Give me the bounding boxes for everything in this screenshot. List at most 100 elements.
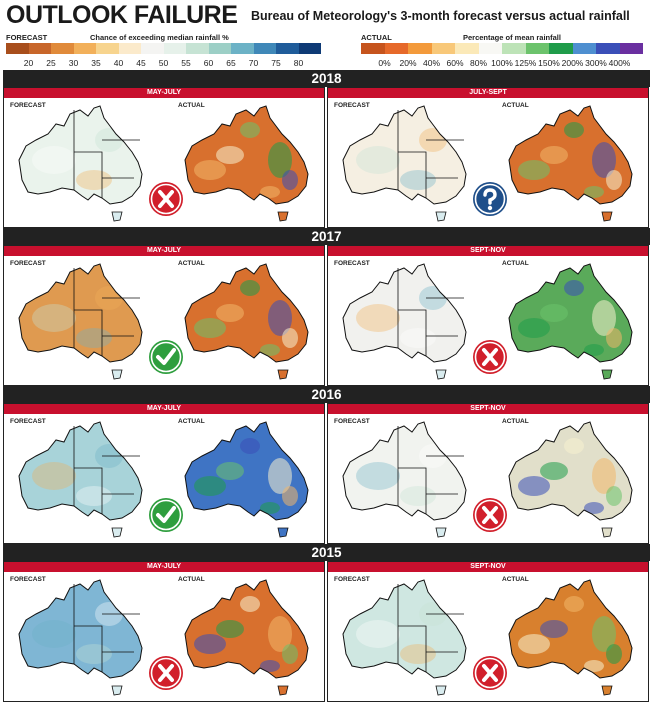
forecast-comparison-panel: JULY-SEPT FORECAST ACTUAL: [327, 87, 649, 228]
rainfall-shade: [400, 486, 436, 506]
rainfall-shade: [540, 462, 568, 480]
rainfall-shade: [268, 142, 292, 178]
tasmania: [435, 527, 447, 538]
legend-tick-label: 80: [293, 58, 304, 68]
rainfall-shade: [606, 170, 622, 190]
state-borders: [397, 110, 464, 198]
legend-tick-label: 80%: [469, 58, 488, 68]
rainfall-shade: [194, 476, 226, 496]
rainfall-shade: [32, 146, 76, 174]
actual-map-label: ACTUAL: [502, 260, 529, 267]
coastline: [342, 579, 467, 679]
rainfall-shade: [356, 620, 400, 648]
rainfall-shade: [606, 644, 622, 664]
rainfall-shade: [240, 122, 260, 138]
actual-legend-tag: ACTUAL: [361, 33, 392, 42]
rainfall-shade: [518, 160, 550, 180]
actual-map-label: ACTUAL: [502, 102, 529, 109]
legend-swatch: [478, 43, 502, 54]
legend-tick-label: 30: [68, 58, 79, 68]
rainfall-shade: [540, 304, 568, 322]
rainfall-shade: [32, 304, 76, 332]
coastline: [184, 579, 309, 679]
forecast-map: [342, 263, 467, 380]
tasmania: [435, 211, 447, 222]
legend-swatch: [253, 43, 276, 54]
actual-map: [508, 579, 633, 696]
legend-swatch: [431, 43, 455, 54]
legend-tick-label: 25: [46, 58, 56, 68]
rainfall-shade: [518, 318, 550, 338]
period-title: MAY-JULY: [4, 404, 324, 414]
tasmania: [277, 369, 289, 380]
coastline: [508, 421, 633, 521]
actual-map: [508, 105, 633, 222]
legend-swatch: [96, 43, 119, 54]
forecast-comparison-panel: MAY-JULY FORECAST ACTUAL: [3, 403, 325, 544]
rainfall-shade: [564, 280, 584, 296]
actual-map: [508, 421, 633, 538]
legend-tick-label: 60: [203, 58, 214, 68]
coastline: [184, 105, 309, 205]
cross-icon: [149, 182, 183, 216]
forecast-legend: FORECAST Chance of exceeding median rain…: [6, 33, 326, 68]
rainfall-shade: [76, 644, 112, 664]
legend-tick-label: 65: [226, 58, 236, 68]
rainfall-shade: [540, 620, 568, 638]
rainfall-shade: [282, 328, 298, 348]
rainfall-shade: [194, 160, 226, 180]
rainfall-shade: [32, 462, 76, 490]
state-borders: [397, 268, 464, 356]
legend-swatch: [186, 43, 209, 54]
coastline: [18, 105, 143, 205]
tasmania: [111, 685, 123, 696]
check-icon: [149, 498, 183, 532]
rainfall-shade: [282, 486, 298, 506]
forecast-legend-swatches: [6, 43, 321, 54]
legend-swatch: [73, 43, 96, 54]
legend-tick-label: 150%: [538, 58, 560, 68]
legend-swatch: [361, 43, 385, 54]
forecast-comparison-panel: SEPT-NOV FORECAST ACTUAL: [327, 403, 649, 544]
actual-map-label: ACTUAL: [178, 260, 205, 267]
actual-map: [184, 263, 309, 380]
actual-map-label: ACTUAL: [178, 576, 205, 583]
legend-tick-label: 20: [23, 58, 34, 68]
actual-map: [184, 579, 309, 696]
legend-swatch: [51, 43, 74, 54]
rainfall-shade: [584, 660, 604, 672]
legend-tick-label: 20%: [399, 58, 417, 68]
legend-swatch: [163, 43, 186, 54]
actual-map-label: ACTUAL: [178, 102, 205, 109]
tasmania: [111, 369, 123, 380]
forecast-map-label: FORECAST: [334, 576, 370, 583]
legend-tick-label: 125%: [514, 58, 537, 68]
tasmania: [435, 369, 447, 380]
period-title: JULY-SEPT: [328, 88, 648, 98]
forecast-map: [18, 421, 143, 538]
legend-swatch: [384, 43, 408, 54]
rainfall-shade: [282, 644, 298, 664]
legend-swatch: [141, 43, 164, 54]
forecast-legend-tag: FORECAST: [6, 33, 48, 42]
legend-tick-label: 60%: [446, 58, 464, 68]
legend-swatch: [231, 43, 254, 54]
forecast-comparison-panel: MAY-JULY FORECAST ACTUAL: [3, 87, 325, 228]
year-bar: 2016: [3, 386, 650, 403]
legend-tick-label: 40%: [422, 58, 441, 68]
question-icon: [473, 182, 507, 216]
cross-icon: [473, 498, 507, 532]
cross-icon: [473, 656, 507, 690]
legend-swatch: [118, 43, 141, 54]
legend-tick-label: 55: [181, 58, 191, 68]
forecast-map: [342, 579, 467, 696]
year-bar: 2015: [3, 544, 650, 561]
legend-swatch: [572, 43, 596, 54]
legend-tick-label: 50: [158, 58, 169, 68]
legend-swatch: [28, 43, 51, 54]
actual-map-label: ACTUAL: [178, 418, 205, 425]
year-bar: 2018: [3, 70, 650, 87]
rainfall-shade: [216, 146, 244, 164]
coastline: [508, 105, 633, 205]
state-borders: [73, 426, 140, 514]
